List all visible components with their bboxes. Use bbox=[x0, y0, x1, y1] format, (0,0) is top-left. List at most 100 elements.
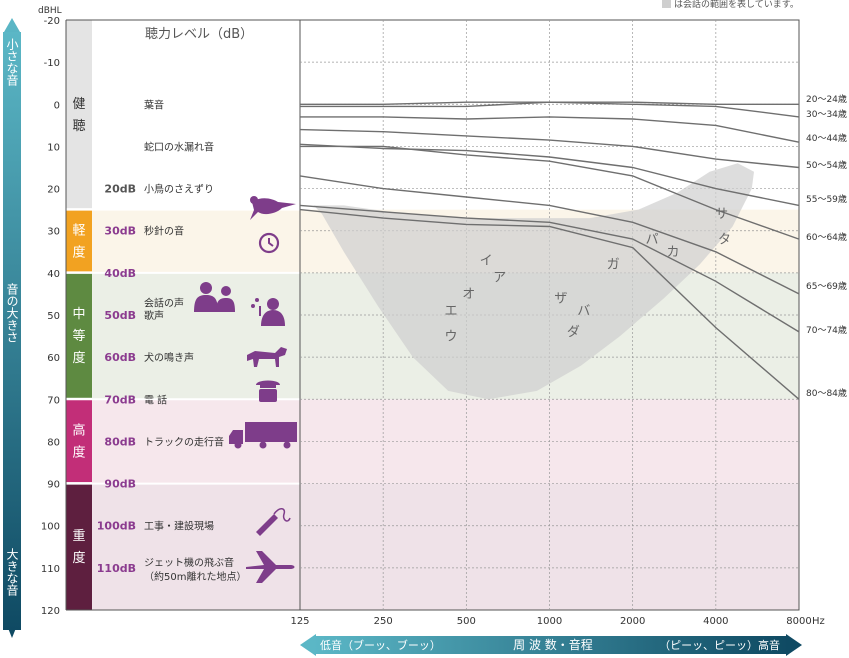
sound-name: 会話の声 bbox=[144, 296, 184, 309]
sound-name: トラックの走行音 bbox=[144, 435, 224, 448]
age-curve-label: 80〜84歳 bbox=[806, 387, 847, 399]
category-label: 軽度 bbox=[72, 223, 85, 260]
legend-swatch bbox=[662, 0, 671, 8]
db-label: 100dB bbox=[97, 520, 136, 533]
dog-icon bbox=[247, 347, 287, 367]
y-tick-label: 40 bbox=[47, 269, 60, 280]
x-unit-label: Hz bbox=[812, 616, 825, 627]
phoneme-label: カ bbox=[667, 245, 680, 260]
age-curve-line bbox=[299, 175, 800, 295]
y-tick-label: 10 bbox=[47, 142, 60, 153]
age-curve-label: 70〜74歳 bbox=[806, 324, 847, 336]
x-tick-label: 4000 bbox=[703, 616, 728, 627]
age-curve-label: 50〜54歳 bbox=[806, 159, 847, 171]
frequency-arrow: 低音（ブーッ、ブーッ） 周 波 数・音程 （ピーッ、ピーッ）高音 bbox=[300, 634, 802, 656]
clock-icon bbox=[258, 232, 280, 254]
y-tick-label: 0 bbox=[54, 100, 60, 111]
age-curve-label: 65〜69歳 bbox=[806, 280, 847, 292]
category-block-0 bbox=[66, 20, 92, 209]
age-curve-line bbox=[299, 128, 800, 169]
x-tick-label: 500 bbox=[457, 616, 476, 627]
bottom-right-label: （ピーッ、ピーッ）高音 bbox=[659, 638, 780, 652]
telephone-icon bbox=[256, 380, 280, 402]
unit-top: dBHL bbox=[38, 6, 62, 16]
chart-title: 聴力レベル（dB） bbox=[145, 27, 253, 42]
category-block-1 bbox=[66, 209, 92, 272]
sound-name: 工事・建設現場 bbox=[144, 520, 214, 533]
category-label: 重度 bbox=[72, 528, 85, 566]
y-tick-label: 90 bbox=[47, 480, 60, 491]
phoneme-label: バ bbox=[577, 304, 590, 319]
y-tick-label: -10 bbox=[44, 58, 60, 69]
db-label: 70dB bbox=[104, 393, 136, 406]
sound-name-sub: （約50m離れた地点） bbox=[144, 570, 246, 583]
phoneme-label: ウ bbox=[444, 329, 457, 344]
bottom-center-label: 周 波 数・音程 bbox=[513, 637, 593, 652]
phoneme-label: パ bbox=[646, 232, 659, 247]
x-tick-label: 8000 bbox=[786, 616, 811, 627]
age-curve-line bbox=[300, 145, 800, 240]
db-label: 80dB bbox=[104, 435, 136, 448]
y-tick-label: 20 bbox=[47, 185, 60, 196]
phoneme-label: エ bbox=[444, 304, 457, 319]
side-middle-label: 音の大きさ bbox=[5, 282, 19, 343]
sound-name: 葉音 bbox=[144, 98, 164, 111]
age-curve-label: 40〜44歳 bbox=[806, 132, 847, 144]
band-4 bbox=[92, 483, 799, 610]
age-curves: 20〜24歳 30〜34歳 40〜44歳 50〜54歳 55〜59歳 60〜64歳 65〜6… bbox=[299, 93, 847, 400]
age-curve-line bbox=[300, 101, 800, 118]
y-tick-label: -20 bbox=[44, 16, 60, 27]
category-label: 中等度 bbox=[72, 307, 85, 366]
drill-icon bbox=[256, 508, 291, 536]
conversation-icon bbox=[194, 282, 235, 312]
x-tick-label: 1000 bbox=[537, 616, 562, 627]
y-tick-label: 70 bbox=[47, 395, 60, 406]
phoneme-label: オ bbox=[462, 287, 475, 302]
sound-name: 秒針の音 bbox=[144, 225, 184, 238]
db-label: 110dB bbox=[97, 562, 136, 575]
sound-name: 電 話 bbox=[144, 393, 167, 406]
sound-name: 歌声 bbox=[144, 309, 164, 322]
y-tick-label: 80 bbox=[47, 437, 60, 448]
db-label: 20dB bbox=[104, 183, 136, 196]
category-block-3 bbox=[66, 399, 92, 483]
x-tick-label: 125 bbox=[290, 616, 309, 627]
phoneme-label: ガ bbox=[607, 258, 620, 273]
category-label: 高度 bbox=[72, 422, 85, 460]
db-label: 60dB bbox=[104, 351, 136, 364]
phoneme-label: サ bbox=[715, 207, 728, 222]
x-axis: 125 250 500 1000 2000 4000 8000 Hz bbox=[290, 616, 824, 627]
category-block-4 bbox=[66, 483, 92, 610]
y-tick-label: 60 bbox=[47, 353, 60, 364]
truck-icon bbox=[229, 422, 297, 449]
bird-icon bbox=[250, 196, 296, 220]
jet-icon bbox=[246, 551, 295, 583]
side-bottom-label: 大きな音 bbox=[5, 548, 19, 597]
age-curve-label: 30〜34歳 bbox=[806, 108, 847, 120]
phoneme-label: イ bbox=[480, 253, 493, 268]
singer-icon bbox=[251, 298, 285, 326]
sound-name: 小鳥のさえずり bbox=[144, 183, 214, 196]
x-tick-label: 2000 bbox=[620, 616, 645, 627]
speech-banana bbox=[313, 163, 754, 400]
side-top-label: 小さな音 bbox=[5, 38, 19, 87]
age-curve-label: 55〜59歳 bbox=[806, 193, 847, 205]
age-curve-line bbox=[300, 116, 800, 143]
phoneme-label: ア bbox=[493, 270, 506, 285]
y-tick-label: 110 bbox=[41, 564, 60, 575]
x-tick-label: 250 bbox=[374, 616, 393, 627]
y-tick-label: 50 bbox=[47, 311, 60, 322]
db-label: 90dB bbox=[104, 478, 136, 491]
db-label: 50dB bbox=[104, 309, 136, 322]
speech-range-area bbox=[313, 163, 754, 400]
age-curve-line bbox=[299, 208, 800, 400]
db-label: 40dB bbox=[104, 267, 136, 280]
age-curve-label: 60〜64歳 bbox=[806, 231, 847, 243]
age-curve-label: 20〜24歳 bbox=[806, 93, 847, 105]
age-curve-line bbox=[299, 143, 800, 207]
bottom-left-label: 低音（ブーッ、ブーッ） bbox=[320, 638, 441, 652]
phoneme-label: ダ bbox=[567, 325, 580, 340]
sound-name: 犬の鳴き声 bbox=[144, 351, 194, 364]
